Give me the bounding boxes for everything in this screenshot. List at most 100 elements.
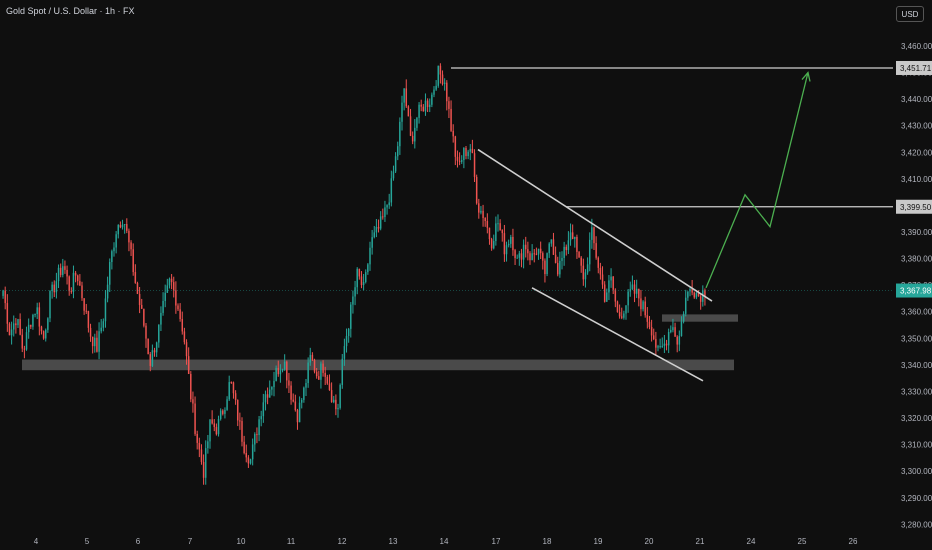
candle-body (403, 88, 405, 103)
candle-body (488, 227, 491, 240)
candle (53, 280, 56, 298)
candle (593, 226, 595, 251)
candle-body (266, 394, 269, 398)
candle (258, 415, 260, 442)
candle-body (556, 262, 559, 275)
y-tick-label: 3,320.00 (901, 414, 932, 423)
candle-body (452, 130, 454, 137)
currency-button[interactable]: USD (896, 6, 924, 22)
candle-body (571, 232, 574, 239)
candle (697, 290, 700, 297)
candle-body (414, 127, 416, 142)
candle-body (655, 339, 657, 348)
candle-body (256, 434, 258, 436)
candle-body (360, 276, 363, 286)
candle-body (27, 324, 30, 333)
candle (2, 289, 4, 299)
candle-body (593, 227, 595, 244)
candle-body (143, 308, 145, 326)
candle-body (518, 253, 521, 258)
candle (4, 286, 6, 310)
y-tick-label: 3,310.00 (901, 441, 932, 450)
candle-body (512, 236, 514, 251)
candle (635, 279, 638, 299)
candle (559, 251, 561, 278)
candle-body (399, 121, 401, 147)
candle-body (401, 102, 403, 122)
candle-body (616, 301, 619, 313)
candle (356, 267, 358, 295)
candle (364, 269, 367, 284)
candle (134, 264, 137, 284)
candle (390, 170, 393, 207)
candle-body (689, 289, 691, 292)
candle (384, 200, 386, 222)
candle (337, 403, 339, 418)
candle (104, 290, 107, 328)
candle (266, 387, 269, 405)
candle-body (62, 266, 64, 275)
candle (527, 241, 529, 261)
candle-body (463, 148, 465, 161)
candle (396, 141, 399, 161)
candle-body (603, 284, 606, 302)
candle (501, 229, 504, 242)
candle-body (209, 419, 211, 442)
candle (113, 242, 115, 257)
candle-body (298, 402, 301, 423)
candle (580, 255, 582, 273)
candle-body (179, 309, 181, 319)
candle-body (277, 367, 280, 375)
candle-body (70, 291, 73, 293)
candle-body (516, 257, 518, 259)
candle-body (194, 403, 196, 434)
candle-body (162, 300, 164, 313)
candle (375, 219, 378, 238)
candle (488, 227, 491, 245)
candle-body (588, 239, 591, 265)
candle (667, 328, 670, 354)
candle (603, 281, 606, 303)
y-tick-label: 3,440.00 (901, 95, 932, 104)
candle (537, 248, 540, 260)
candle (503, 224, 506, 262)
candle-body (431, 94, 433, 105)
candle-body (505, 245, 508, 255)
candle-body (561, 257, 563, 261)
candle (271, 386, 273, 396)
candle-body (245, 453, 248, 458)
candle-body (373, 232, 376, 238)
candle-body (145, 325, 147, 339)
candle-body (279, 370, 282, 375)
candle-body (369, 247, 371, 265)
candle-body (386, 205, 388, 208)
candle-body (674, 327, 676, 337)
candle (202, 454, 205, 485)
candle-body (335, 399, 337, 410)
candle (162, 292, 164, 316)
candle-body (332, 399, 335, 403)
candle (360, 271, 363, 289)
candle-body (392, 171, 395, 179)
candle (520, 248, 523, 268)
candle-body (286, 361, 288, 381)
candle (392, 165, 395, 181)
candle-body (684, 297, 687, 314)
candle-body (358, 268, 361, 277)
current-price-label-bg (896, 283, 932, 298)
candle-body (682, 313, 685, 322)
candle-body (375, 226, 378, 233)
candle (332, 395, 335, 404)
candle (8, 322, 11, 336)
candle-body (599, 267, 602, 275)
candle-body (190, 374, 192, 400)
candle-body (290, 385, 292, 400)
candle (595, 236, 597, 260)
candle (241, 417, 243, 447)
candle (646, 307, 649, 329)
candle (215, 423, 218, 436)
candle-body (66, 269, 68, 277)
candle (190, 371, 192, 403)
candle (377, 219, 380, 233)
